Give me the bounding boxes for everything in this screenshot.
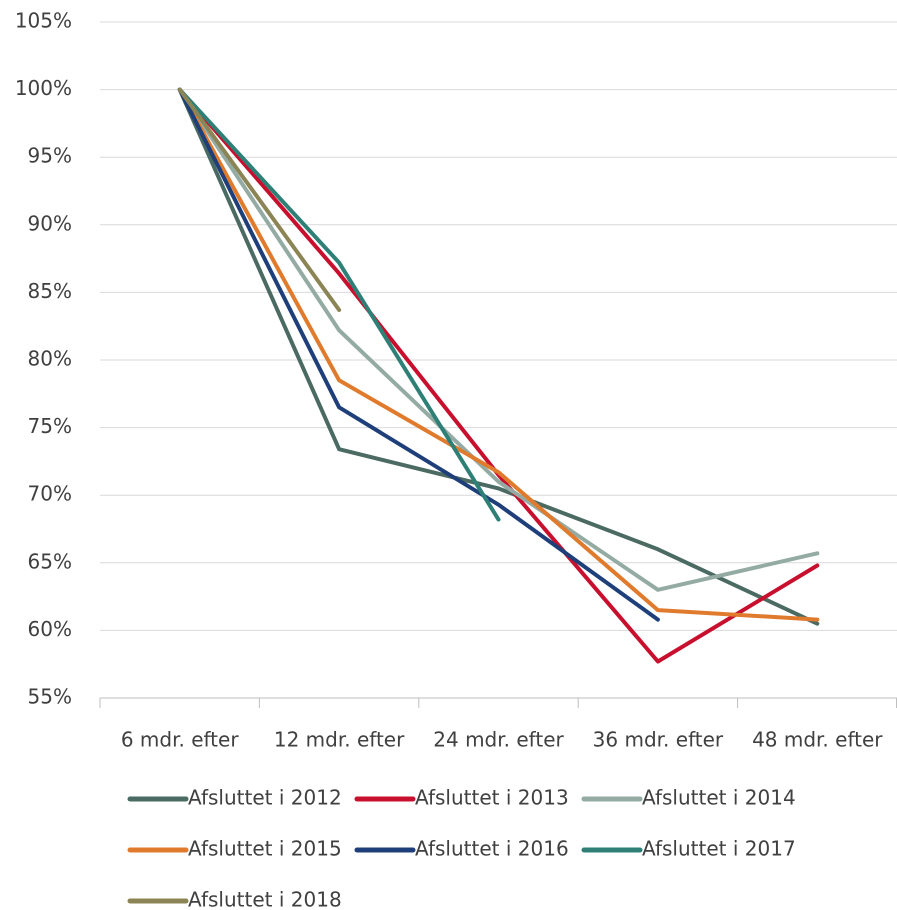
series-line [177,87,820,592]
series-line [177,87,660,622]
y-tick-label: 60% [28,617,72,641]
series-line [177,87,820,626]
legend-label: Afsluttet i 2014 [642,786,796,810]
y-tick-label: 95% [28,144,72,168]
legend-label: Afsluttet i 2016 [415,837,569,861]
series-line [177,87,820,664]
y-tick-label: 90% [28,211,72,235]
legend-label: Afsluttet i 2018 [188,888,342,910]
y-tick-label: 65% [28,549,72,573]
y-tick-label: 70% [28,482,72,506]
x-tick-label: 24 mdr. efter [433,728,564,752]
legend-label: Afsluttet i 2017 [642,837,796,861]
y-tick-label: 105% [15,9,72,33]
y-tick-label: 55% [28,685,72,709]
series-line [177,87,342,312]
series-line [177,87,820,622]
y-tick-label: 100% [15,76,72,100]
x-tick-label: 48 mdr. efter [752,728,883,752]
legend-label: Afsluttet i 2015 [188,837,342,861]
x-tick-label: 6 mdr. efter [121,728,240,752]
y-tick-label: 80% [28,347,72,371]
x-tick-label: 12 mdr. efter [274,728,405,752]
x-tick-label: 36 mdr. efter [593,728,724,752]
y-tick-label: 85% [28,279,72,303]
y-tick-label: 75% [28,414,72,438]
legend-label: Afsluttet i 2012 [188,786,342,810]
legend-label: Afsluttet i 2013 [415,786,569,810]
series-line [177,87,501,522]
